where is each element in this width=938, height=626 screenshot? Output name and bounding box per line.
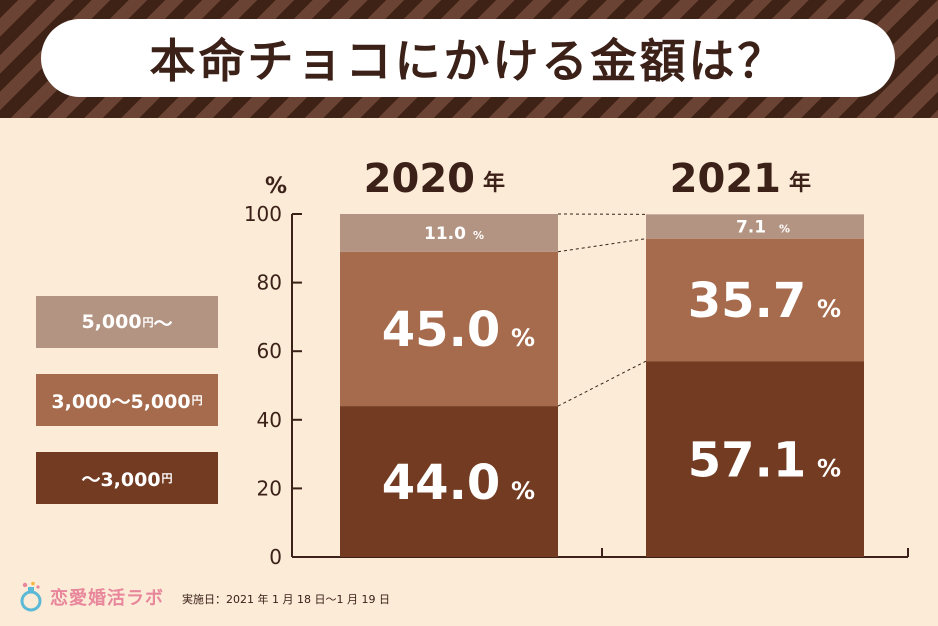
chart-title: 本命チョコにかける金額は？	[149, 34, 787, 88]
legend-item: 5,000 円 〜	[36, 296, 218, 348]
category-unit-label: 年	[789, 170, 811, 196]
data-label-percent: %	[817, 295, 841, 323]
legend-unit: 円	[191, 394, 203, 407]
survey-date: 実施日：2021 年 1 月 18 日〜1 月 19 日	[182, 593, 390, 606]
y-axis-unit-label: %	[265, 174, 287, 199]
data-label: 57.1	[688, 432, 806, 488]
connector-line	[557, 360, 647, 407]
category-label: 2020	[364, 156, 475, 202]
data-label-percent: %	[511, 477, 535, 505]
y-tick-label: 100	[244, 202, 282, 226]
bar-segment	[340, 214, 558, 252]
flask-logo-icon	[20, 581, 42, 612]
y-tick-label: 40	[257, 408, 282, 432]
connector-line	[557, 238, 647, 253]
y-tick-label: 60	[257, 339, 282, 363]
bar-segment	[340, 406, 558, 557]
legend-label: 5,000	[81, 311, 142, 333]
data-label: 45.0	[382, 302, 500, 358]
legend-unit: 円	[161, 472, 173, 485]
bar-segment	[646, 238, 864, 362]
footer: 恋愛婚活ラボ 実施日：2021 年 1 月 18 日〜1 月 19 日	[18, 580, 390, 614]
legend-label: 〜3,000	[81, 468, 161, 491]
bar-segment	[646, 361, 864, 557]
data-label: 35.7	[688, 273, 806, 329]
title-pill: 本命チョコにかける金額は？	[41, 19, 895, 97]
data-label-percent: %	[511, 324, 535, 352]
data-label: 7.1	[736, 218, 766, 238]
legend-unit: 円	[142, 316, 154, 329]
legend-item: 〜3,000 円	[36, 452, 218, 504]
data-label-percent: %	[473, 229, 484, 242]
y-tick-label: 20	[257, 476, 282, 500]
logo-text: 恋愛婚活ラボ	[50, 588, 164, 609]
data-label-percent: %	[817, 454, 841, 482]
bar-segment	[646, 214, 864, 239]
y-tick-label: 80	[257, 271, 282, 295]
data-label: 44.0	[382, 455, 500, 511]
header-banner: 本命チョコにかける金額は？	[0, 0, 938, 118]
legend-label: 3,000〜5,000	[51, 390, 191, 413]
y-tick-label: 0	[269, 545, 282, 569]
data-label: 11.0	[424, 224, 466, 244]
category-unit-label: 年	[483, 170, 505, 196]
legend-suffix: 〜	[153, 312, 173, 335]
legend-item: 3,000〜5,000 円	[36, 374, 218, 426]
data-label-percent: %	[779, 223, 790, 236]
category-label: 2021	[670, 156, 781, 202]
bar-segment	[340, 251, 558, 407]
